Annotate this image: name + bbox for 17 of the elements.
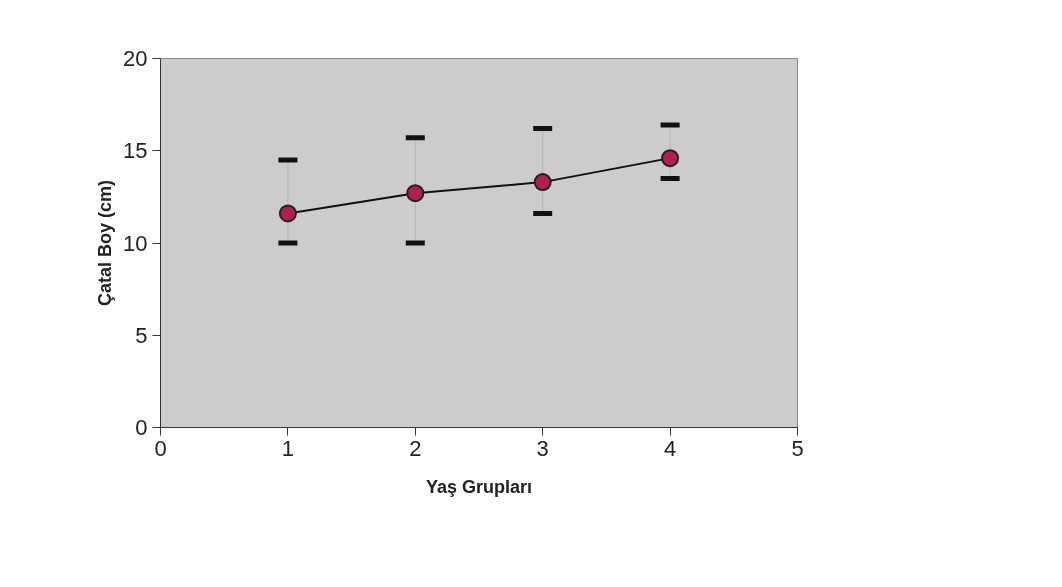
point xyxy=(533,173,552,192)
x-tick-label: 2 xyxy=(409,435,422,461)
x-axis-title: Yaş Grupları xyxy=(425,476,533,497)
x-tick-label: 5 xyxy=(791,435,804,461)
point xyxy=(406,184,425,203)
y-tick-label: 0 xyxy=(135,415,148,440)
y-tick-label: 15 xyxy=(123,138,148,164)
y-tick-label: 10 xyxy=(123,230,148,256)
point xyxy=(661,149,680,168)
y-tick-label: 20 xyxy=(123,46,148,71)
x-tick-label: 1 xyxy=(281,435,295,461)
point xyxy=(278,204,297,223)
x-tick-label: 3 xyxy=(536,435,549,461)
y-axis-title: Çatal Boy (cm) xyxy=(95,179,116,307)
y-tick-label: 5 xyxy=(135,322,148,348)
x-tick-label: 0 xyxy=(154,435,167,461)
x-tick-label: 4 xyxy=(663,435,677,461)
